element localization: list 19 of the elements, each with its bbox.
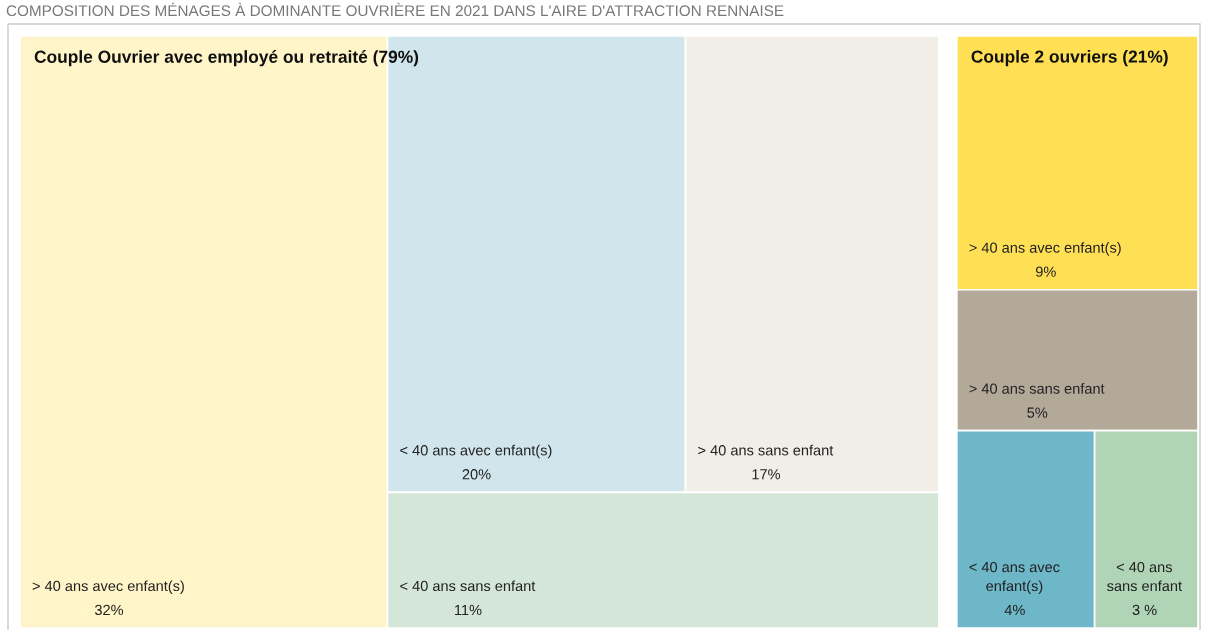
category-label: < 40 ans sans enfant — [1107, 561, 1182, 592]
category-label: < 40 ans avec enfant(s) — [400, 444, 552, 459]
data-label: 17% — [752, 469, 781, 480]
text: COMPOSITION DES MÉNAGES À DOMINANTE OUVRIÈRE EN 2021 DANS L'AIRE D'ATTRACTION RENNAISE — [6, 2, 784, 17]
series-label: Couple Ouvrier avec employé ou retraité (79%) — [34, 50, 419, 67]
data-label: 5% — [1027, 407, 1048, 418]
series-label: Couple 2 ouvriers (21%) — [971, 50, 1168, 67]
category-label: > 40 ans sans enfant — [969, 383, 1105, 394]
data-label: 32% — [94, 604, 124, 616]
data-label: 3 % — [1132, 604, 1157, 616]
category-label: > 40 ans avec enfant(s) — [969, 242, 1121, 256]
data-label: 11% — [455, 604, 482, 616]
data-label: 4% — [1004, 604, 1025, 616]
category-label: > 40 ans sans enfant — [698, 444, 834, 456]
data-label: 20% — [462, 469, 491, 480]
category-label: < 40 ans avec enfant(s) — [969, 561, 1060, 594]
category-label: > 40 ans avec enfant(s) — [32, 580, 184, 594]
data-label: 9% — [1035, 266, 1056, 277]
category-label: < 40 ans sans enfant — [400, 580, 536, 592]
